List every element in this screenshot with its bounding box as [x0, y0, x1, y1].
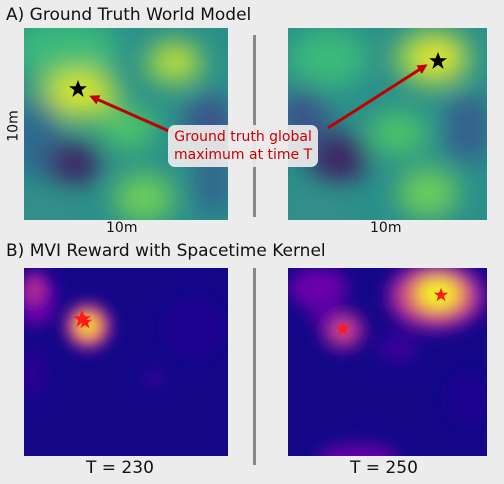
- section-a-title: A) Ground Truth World Model: [6, 5, 252, 25]
- time-label-left: T = 230: [86, 458, 154, 478]
- reward-star-left-2: [77, 314, 93, 329]
- reward-star-right-2: [335, 321, 351, 336]
- x-axis-label-right: 10m: [370, 220, 402, 236]
- x-axis-label-left: 10m: [106, 220, 138, 236]
- annotation-line-2: maximum at time T: [174, 147, 313, 163]
- arrow-to-right-star: [327, 64, 428, 130]
- arrow-to-left-star: [89, 95, 179, 137]
- annotation-line-1: Ground truth global: [174, 129, 312, 145]
- divider-bottom: [253, 268, 256, 465]
- ground-truth-star-left: [69, 80, 87, 97]
- mvi-reward-map-right: [288, 268, 487, 456]
- reward-star-right-1: [433, 287, 449, 302]
- section-b-title: B) MVI Reward with Spacetime Kernel: [6, 241, 326, 261]
- ground-truth-star-right: [429, 52, 447, 69]
- annotation-box: Ground truth global maximum at time T: [168, 125, 319, 167]
- time-label-right: T = 250: [350, 458, 418, 478]
- reward-star-left-1: [73, 310, 91, 327]
- mvi-reward-map-left: [24, 268, 228, 456]
